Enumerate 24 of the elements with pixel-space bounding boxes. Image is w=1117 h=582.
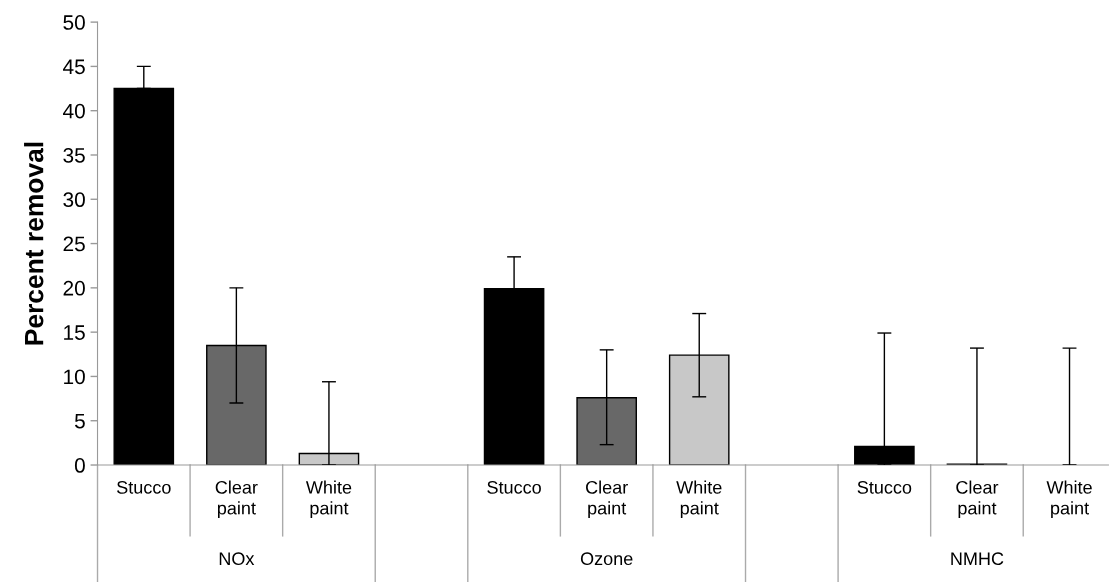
text: NMHC xyxy=(951,552,1004,566)
y-tick-label: 15 xyxy=(64,325,85,340)
text: Ozone xyxy=(580,552,633,566)
x-tick-label: Stucco xyxy=(117,481,171,494)
y-tick-label: 0 xyxy=(74,458,85,473)
y-tick-label: 35 xyxy=(63,147,85,163)
x-tick-label: White paint xyxy=(305,480,352,519)
y-tick-label: 20 xyxy=(63,280,85,296)
y-tick-label: 25 xyxy=(63,236,85,252)
y-axis-title: Percent removal xyxy=(24,142,44,345)
y-tick-label: 45 xyxy=(63,59,85,75)
text: NOx xyxy=(219,552,255,566)
y-tick-label: 30 xyxy=(63,192,85,208)
x-tick-label: Stucco xyxy=(857,481,912,494)
x-tick-label: Stucco xyxy=(487,481,541,494)
y-tick-label: 10 xyxy=(64,369,85,385)
x-tick-label: Clear paint xyxy=(956,480,999,519)
y-tick-label: 5 xyxy=(74,413,85,429)
y-tick-label: 50 xyxy=(63,15,85,30)
y-tick-label: 40 xyxy=(63,103,85,119)
x-tick-label: Clear paint xyxy=(586,480,628,519)
x-tick-label: White paint xyxy=(1046,480,1092,519)
x-tick-label: Clear paint xyxy=(215,480,258,519)
x-tick-label: White paint xyxy=(676,480,722,519)
